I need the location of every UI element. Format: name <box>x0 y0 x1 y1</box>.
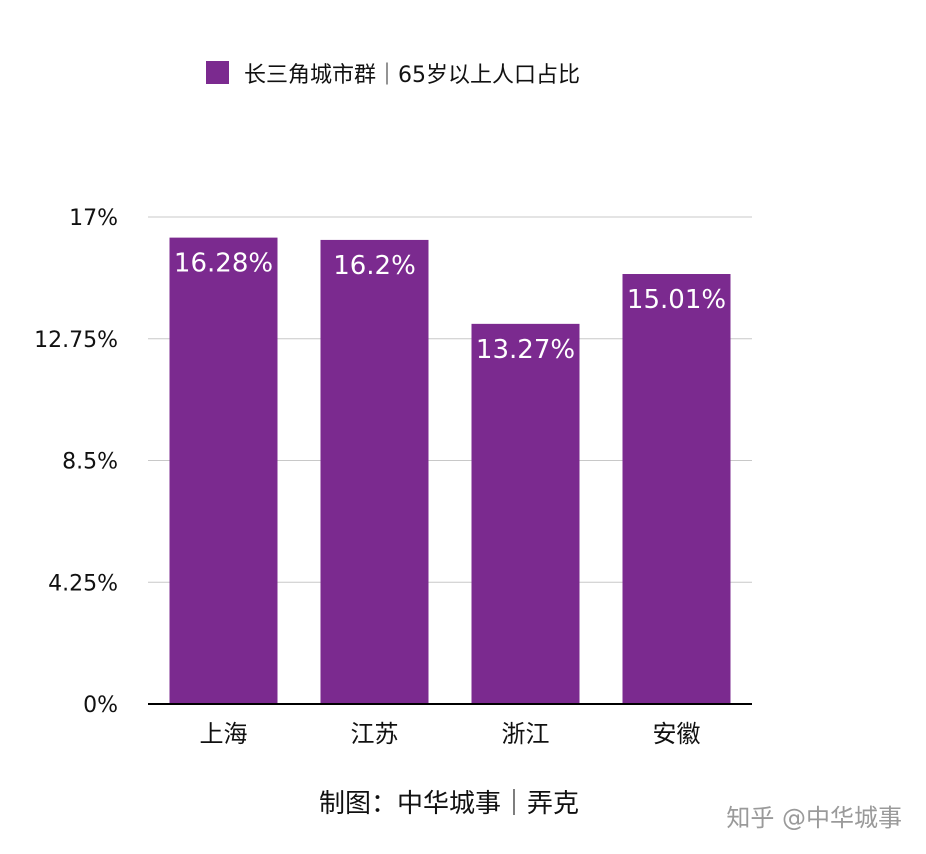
legend-swatch <box>206 61 229 84</box>
legend: 长三角城市群｜65岁以上人口占比 <box>206 61 580 88</box>
y-tick-label: 12.75% <box>34 328 118 353</box>
bar-value-label: 13.27% <box>476 335 575 365</box>
x-tick-label: 浙江 <box>502 720 550 748</box>
bar-value-label: 16.28% <box>174 249 273 279</box>
bar-value-label: 16.2% <box>333 251 416 281</box>
watermark: 知乎 @中华城事 <box>726 804 902 832</box>
bar <box>320 239 429 704</box>
bar <box>622 274 731 704</box>
y-tick-label: 8.5% <box>62 450 118 475</box>
chart-credit: 制图：中华城事｜弄克 <box>319 789 579 819</box>
x-tick-label: 上海 <box>200 720 248 748</box>
bar <box>169 237 278 704</box>
bar <box>471 323 580 704</box>
y-axis-ticks: 0% 4.25% 8.5% 12.75% 17% <box>34 206 118 718</box>
bar-value-label: 15.01% <box>627 285 726 315</box>
y-tick-label: 17% <box>69 206 118 231</box>
x-tick-label: 安徽 <box>653 720 701 748</box>
bar-labels: 16.28% 16.2% 13.27% 15.01% <box>174 249 726 365</box>
y-tick-label: 0% <box>83 693 118 718</box>
x-tick-label: 江苏 <box>351 720 399 748</box>
legend-label: 长三角城市群｜65岁以上人口占比 <box>244 63 580 88</box>
bars <box>169 237 731 704</box>
y-tick-label: 4.25% <box>48 571 118 596</box>
x-axis-ticks: 上海 江苏 浙江 安徽 <box>200 720 701 748</box>
